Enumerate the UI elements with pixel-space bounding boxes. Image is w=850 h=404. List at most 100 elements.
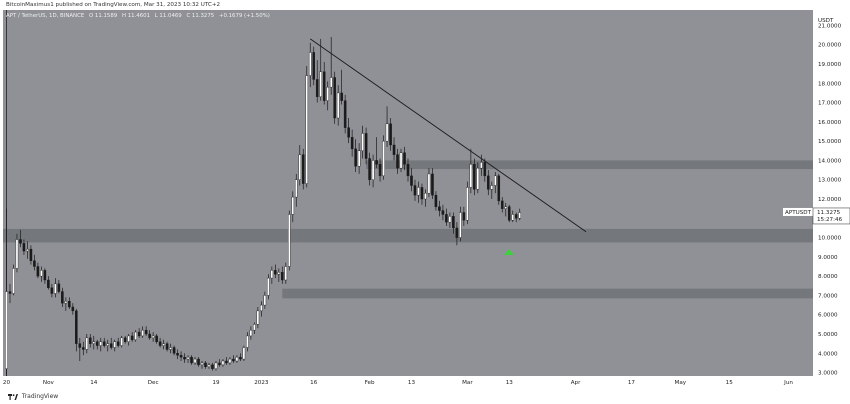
candle xyxy=(441,204,445,221)
candle-body xyxy=(459,212,462,238)
time-axis[interactable] xyxy=(0,376,850,390)
footer: TradingView xyxy=(0,390,850,404)
candle-body xyxy=(228,358,232,364)
candle-body xyxy=(82,347,85,350)
candle-body xyxy=(43,270,47,281)
candle-body xyxy=(347,127,350,138)
candle-body xyxy=(350,137,354,150)
candle xyxy=(99,337,103,352)
candle xyxy=(183,353,186,363)
price-axis[interactable] xyxy=(813,10,850,388)
candle xyxy=(270,266,274,284)
candle xyxy=(333,71,336,124)
candle xyxy=(197,357,200,367)
candle xyxy=(5,208,8,387)
price-tick-label: 14.0000 xyxy=(818,158,842,164)
price-tick-label: 16.0000 xyxy=(818,120,842,126)
candle xyxy=(329,37,333,95)
candle xyxy=(382,135,385,180)
candle-body xyxy=(8,291,12,294)
candle xyxy=(392,137,396,161)
candle xyxy=(483,158,487,182)
candle-body xyxy=(148,333,151,339)
candle xyxy=(452,212,455,234)
price-tick-label: 13.0000 xyxy=(818,178,842,184)
candle xyxy=(36,262,40,279)
time-tick-label: Nov xyxy=(43,380,55,386)
candle-body xyxy=(438,206,441,211)
candle-body xyxy=(246,335,249,348)
candle xyxy=(336,85,340,126)
candle xyxy=(256,307,260,329)
candle xyxy=(476,162,480,194)
candle-body xyxy=(326,86,329,101)
candle xyxy=(43,268,47,284)
candle-body xyxy=(301,154,305,184)
open-value: O 11.1589 xyxy=(88,13,118,19)
candle-body xyxy=(186,356,190,360)
candle xyxy=(459,206,462,242)
publish-header: BitcoinMaximus1 published on TradingView… xyxy=(0,0,850,10)
candle-body xyxy=(298,154,302,180)
candle-body xyxy=(469,164,473,188)
candle-body xyxy=(267,277,270,296)
candle-body xyxy=(137,331,141,337)
candle-body xyxy=(375,160,378,165)
candle-body xyxy=(75,310,78,344)
candle xyxy=(19,229,22,248)
candle-body xyxy=(78,343,82,348)
symbol-info: APT / TetherUS, 1D, BINANCE O 11.1589 H … xyxy=(6,13,273,19)
candle-body xyxy=(190,356,193,364)
candle xyxy=(158,337,162,348)
candle-body xyxy=(106,343,110,346)
candle xyxy=(494,172,497,194)
time-tick-label: Mar xyxy=(462,380,473,386)
candle-body xyxy=(504,206,508,209)
candle xyxy=(232,355,235,363)
close-value: C 11.3275 xyxy=(186,13,215,19)
candle xyxy=(179,351,183,361)
time-tick-label: 15 xyxy=(726,380,734,386)
candle xyxy=(473,158,476,196)
candle xyxy=(396,148,399,174)
price-tick-label: 18.0000 xyxy=(818,81,842,87)
candle-body xyxy=(487,175,490,190)
candle-body xyxy=(452,216,455,229)
candle-body xyxy=(57,283,61,292)
candle-body xyxy=(5,291,8,369)
candle-body xyxy=(277,272,281,275)
candle-body xyxy=(399,152,403,169)
candle-body xyxy=(413,185,417,196)
candle xyxy=(12,264,15,296)
candle xyxy=(186,355,190,363)
candle-body xyxy=(232,358,235,362)
candle xyxy=(518,208,522,221)
candle xyxy=(40,266,43,282)
candle xyxy=(322,62,326,105)
candle xyxy=(33,254,36,271)
candle-body xyxy=(40,270,43,277)
candle xyxy=(371,154,375,188)
candle xyxy=(514,212,518,223)
current-price-label: 11.3275 xyxy=(817,210,841,216)
candle-body xyxy=(172,347,176,354)
candle-body xyxy=(284,266,288,281)
candle-body xyxy=(315,79,319,97)
candle xyxy=(172,345,176,356)
candle xyxy=(288,210,291,271)
candle-body xyxy=(200,362,204,366)
candle xyxy=(106,339,110,352)
price-tick-label: 21.0000 xyxy=(818,23,842,29)
candle xyxy=(134,330,137,342)
candle-body xyxy=(116,341,120,346)
candle-body xyxy=(448,216,452,223)
time-tick-label: 2023 xyxy=(254,380,269,386)
time-tick-label: 13 xyxy=(506,380,514,386)
candle xyxy=(431,168,434,199)
candle xyxy=(26,241,29,259)
candle-body xyxy=(420,187,424,200)
candle xyxy=(347,118,350,144)
candle xyxy=(204,361,207,369)
candle xyxy=(420,183,424,205)
